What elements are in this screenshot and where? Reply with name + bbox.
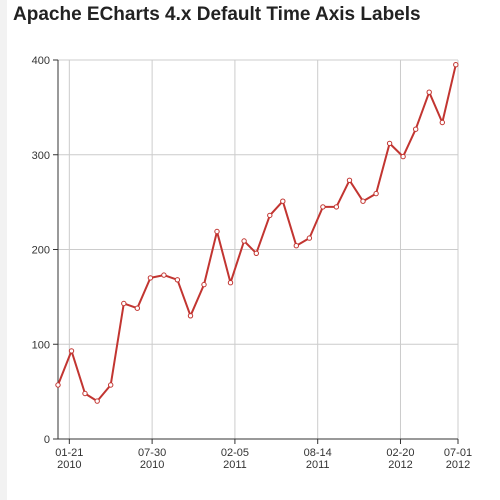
series-line: [57, 64, 457, 403]
x-tick-label-year: 2012: [446, 459, 470, 471]
x-tick-label-date: 07-01: [444, 447, 472, 459]
data-point: [147, 275, 154, 281]
data-point: [161, 272, 167, 278]
data-point: [400, 153, 406, 160]
data-point: [253, 250, 259, 257]
axis-layer: [53, 59, 459, 444]
x-tick-label-year: 2012: [388, 459, 412, 471]
data-point: [453, 62, 459, 68]
data-point: [439, 119, 445, 126]
data-point: [68, 348, 75, 354]
data-point: [386, 140, 393, 147]
y-tick-label: 400: [32, 55, 50, 67]
data-point: [346, 177, 353, 184]
x-tick-label-year: 2011: [223, 459, 247, 471]
data-point: [306, 235, 313, 241]
x-tick-label-date: 08-14: [304, 447, 332, 459]
x-tick-label-date: 02-20: [386, 447, 414, 459]
data-point: [55, 382, 61, 388]
data-point: [373, 190, 379, 197]
data-point: [280, 198, 286, 204]
data-point: [320, 204, 326, 210]
x-tick-label-year: 2010: [140, 459, 164, 471]
data-point: [134, 305, 141, 311]
data-point: [214, 228, 220, 235]
data-point: [241, 238, 247, 244]
data-point: [413, 126, 419, 132]
data-point: [267, 212, 273, 219]
chart-container: 0 100 200 300 400 01-21 2010 07-30 2010 02-05 2011…: [0, 40, 500, 500]
x-tick-label-year: 2011: [306, 459, 330, 471]
data-point: [108, 382, 114, 388]
y-tick-label: 300: [32, 150, 50, 162]
data-point: [201, 281, 207, 288]
line-chart: 010020030040001-21201007-30201002-052011…: [32, 55, 472, 471]
x-tick-label-date: 07-30: [138, 447, 166, 459]
data-point: [121, 300, 127, 307]
y-tick-label: 100: [32, 339, 50, 351]
data-point: [82, 390, 88, 397]
x-tick-label-date: 01-21: [55, 447, 83, 459]
data-point: [227, 280, 234, 286]
y-tick-label: 0: [44, 434, 50, 446]
left-border-strip: [0, 0, 7, 500]
y-tick-label: 200: [32, 245, 50, 257]
data-point: [333, 204, 340, 210]
series-layer: [55, 62, 459, 404]
data-point: [426, 89, 432, 95]
label-layer: 010020030040001-21201007-30201002-052011…: [32, 55, 472, 471]
data-point: [293, 243, 299, 249]
grid-layer: [58, 59, 459, 439]
data-point: [187, 313, 194, 319]
x-tick-label-year: 2010: [57, 459, 81, 471]
data-point: [174, 277, 181, 283]
x-tick-label-date: 02-05: [221, 447, 249, 459]
data-point: [94, 398, 100, 404]
page-title: Apache ECharts 4.x Default Time Axis Lab…: [13, 4, 421, 25]
data-point: [360, 198, 366, 204]
